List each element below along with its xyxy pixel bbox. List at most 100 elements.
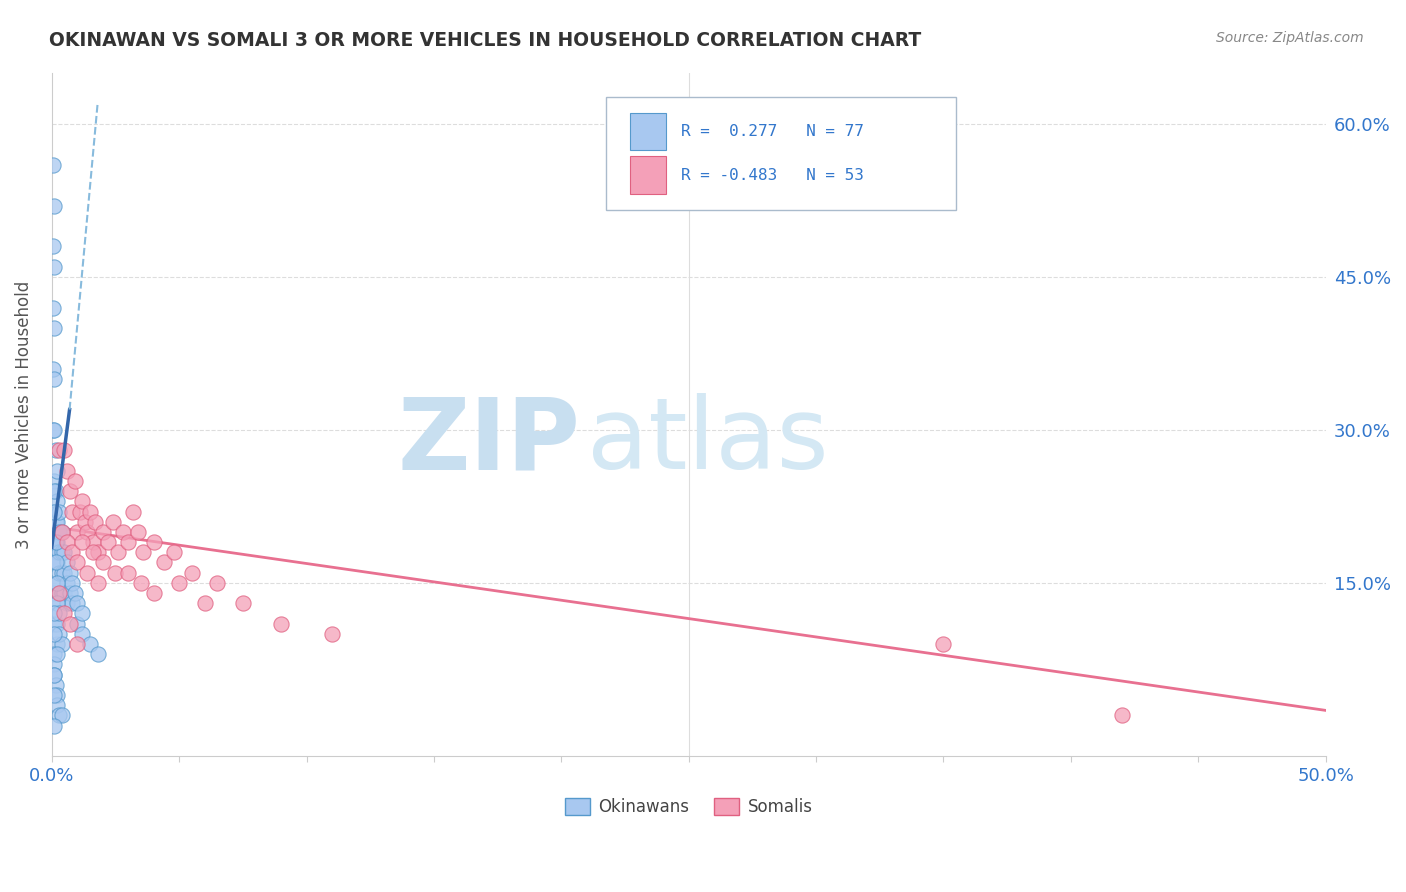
Point — [45, 484, 67, 499]
Text: ZIP: ZIP — [398, 393, 581, 491]
Point — [153, 556, 176, 570]
Point — [42, 158, 65, 172]
Point — [86, 575, 108, 590]
Point — [60, 545, 83, 559]
Point — [48, 586, 70, 600]
Point — [142, 586, 165, 600]
Point — [1111, 708, 1133, 723]
Point — [58, 484, 80, 499]
Point — [44, 667, 66, 681]
Point — [45, 535, 67, 549]
Point — [53, 586, 76, 600]
Point — [44, 504, 66, 518]
Point — [69, 504, 91, 518]
Point — [63, 586, 86, 600]
Point — [44, 607, 66, 621]
Point — [45, 575, 67, 590]
Point — [44, 198, 66, 212]
Point — [48, 504, 70, 518]
Point — [48, 708, 70, 723]
Point — [56, 556, 79, 570]
Point — [44, 627, 66, 641]
Bar — [630, 112, 665, 150]
Point — [66, 637, 89, 651]
Point — [91, 524, 114, 539]
Point — [45, 678, 67, 692]
Point — [44, 657, 66, 672]
Point — [44, 504, 66, 518]
Point — [117, 535, 139, 549]
Point — [60, 575, 83, 590]
Point — [66, 524, 89, 539]
Point — [44, 484, 66, 499]
Point — [45, 464, 67, 478]
Point — [48, 586, 70, 600]
Text: Source: ZipAtlas.com: Source: ZipAtlas.com — [1216, 31, 1364, 45]
Point — [42, 423, 65, 437]
Point — [132, 545, 155, 559]
Point — [45, 698, 67, 713]
Point — [45, 647, 67, 661]
Point — [44, 556, 66, 570]
Point — [72, 494, 94, 508]
Point — [48, 545, 70, 559]
Point — [232, 596, 254, 610]
Point — [48, 566, 70, 580]
Point — [42, 239, 65, 253]
Point — [86, 545, 108, 559]
Point — [117, 566, 139, 580]
Point — [51, 545, 73, 559]
Point — [72, 535, 94, 549]
Point — [44, 535, 66, 549]
Point — [53, 566, 76, 580]
Point — [45, 443, 67, 458]
Point — [45, 515, 67, 529]
Point — [84, 515, 107, 529]
Point — [45, 556, 67, 570]
Point — [82, 545, 104, 559]
Point — [44, 647, 66, 661]
Point — [45, 545, 67, 559]
Point — [44, 616, 66, 631]
Point — [66, 556, 89, 570]
Point — [45, 575, 67, 590]
Y-axis label: 3 or more Vehicles in Household: 3 or more Vehicles in Household — [15, 280, 32, 549]
Point — [73, 515, 96, 529]
Point — [44, 321, 66, 335]
Point — [86, 647, 108, 661]
Point — [48, 443, 70, 458]
Point — [207, 575, 229, 590]
Point — [107, 545, 129, 559]
Point — [101, 515, 124, 529]
Point — [45, 535, 67, 549]
Point — [48, 524, 70, 539]
Point — [56, 464, 79, 478]
Point — [97, 535, 120, 549]
Point — [44, 688, 66, 702]
Point — [76, 566, 98, 580]
Point — [82, 535, 104, 549]
Point — [76, 524, 98, 539]
Point — [44, 586, 66, 600]
Point — [44, 667, 66, 681]
Point — [58, 586, 80, 600]
Point — [270, 616, 292, 631]
Text: OKINAWAN VS SOMALI 3 OR MORE VEHICLES IN HOUSEHOLD CORRELATION CHART: OKINAWAN VS SOMALI 3 OR MORE VEHICLES IN… — [49, 31, 921, 50]
Point — [51, 637, 73, 651]
Point — [79, 637, 101, 651]
Point — [79, 504, 101, 518]
Point — [45, 688, 67, 702]
Point — [56, 596, 79, 610]
Point — [932, 637, 955, 651]
Point — [45, 556, 67, 570]
Point — [104, 566, 127, 580]
Point — [163, 545, 186, 559]
Point — [44, 423, 66, 437]
FancyBboxPatch shape — [606, 97, 956, 210]
Point — [58, 566, 80, 580]
Point — [129, 575, 152, 590]
Point — [127, 524, 149, 539]
Text: R = -0.483   N = 53: R = -0.483 N = 53 — [681, 168, 863, 183]
Point — [66, 616, 89, 631]
Point — [51, 524, 73, 539]
